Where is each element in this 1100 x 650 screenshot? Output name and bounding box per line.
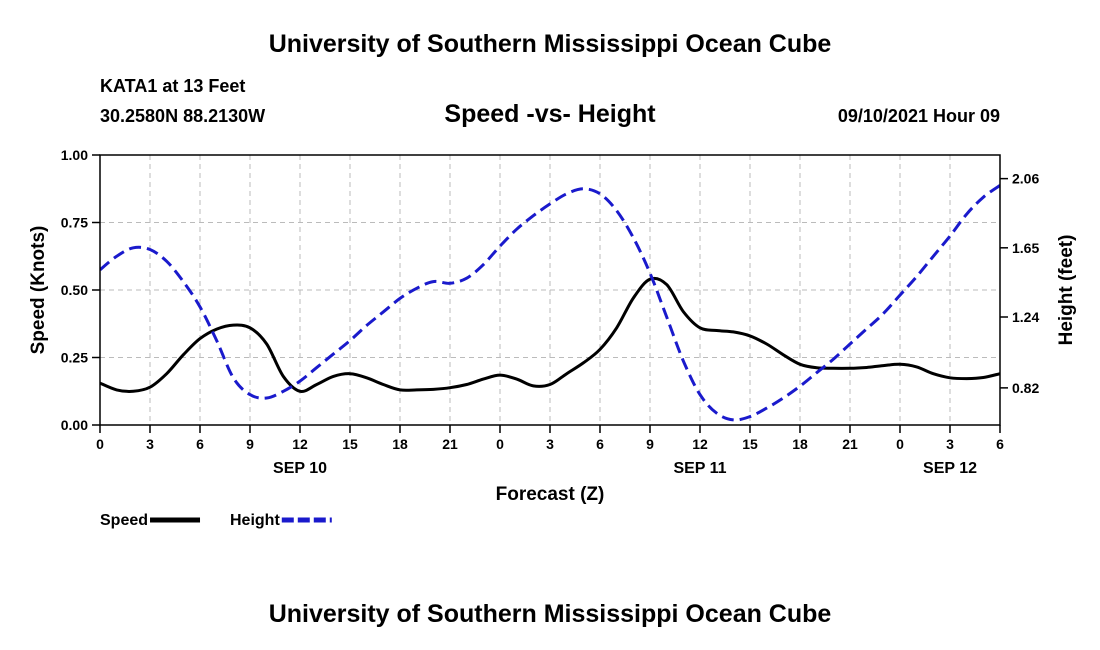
x-day-label: SEP 12 — [923, 460, 977, 477]
page-title: University of Southern Mississippi Ocean… — [268, 30, 832, 58]
x-tick-label: 9 — [246, 436, 254, 452]
x-tick-label: 21 — [442, 436, 458, 452]
y-tick-label: 0.25 — [61, 350, 88, 366]
x-tick-label: 15 — [742, 436, 758, 452]
x-tick-label: 0 — [96, 436, 104, 452]
station-label: KATA1 at 13 Feet — [100, 76, 246, 96]
chart-series — [100, 184, 1000, 422]
station-coordinates: 30.2580N 88.2130W — [100, 106, 266, 126]
x-tick-label: 12 — [692, 436, 708, 452]
x-tick-label: 9 — [646, 436, 654, 452]
y2-tick-label: 1.24 — [1012, 309, 1039, 325]
y-tick-label: 0.50 — [61, 282, 88, 298]
x-tick-label: 21 — [842, 436, 858, 452]
x-day-label: SEP 10 — [273, 460, 327, 477]
x-tick-label: 0 — [496, 436, 504, 452]
chart-legend: Speed Height — [100, 512, 332, 529]
x-tick-label: 18 — [792, 436, 808, 452]
chart-grid — [100, 155, 1000, 425]
series-line-height — [100, 184, 1000, 422]
x-tick-label: 18 — [392, 436, 408, 452]
x-tick-label: 6 — [196, 436, 204, 452]
x-day-label: SEP 11 — [673, 460, 726, 477]
x-tick-label: 12 — [292, 436, 308, 452]
x-axis-label: Forecast (Z) — [496, 484, 605, 505]
x-tick-label: 6 — [996, 436, 1004, 452]
legend-label-height: Height — [230, 512, 280, 529]
series-line-speed — [100, 276, 1000, 393]
x-tick-label: 15 — [342, 436, 358, 452]
footer-title: University of Southern Mississippi Ocean… — [268, 600, 832, 628]
chart-title: Speed -vs- Height — [444, 100, 656, 128]
x-tick-label: 0 — [896, 436, 904, 452]
y-tick-label: 0.75 — [61, 215, 88, 231]
y2-tick-label: 0.82 — [1012, 380, 1039, 396]
forecast-datetime: 09/10/2021 Hour 09 — [837, 106, 1000, 126]
y2-tick-label: 1.65 — [1012, 240, 1039, 256]
x-tick-label: 3 — [146, 436, 154, 452]
y-axis-label: Speed (Knots) — [28, 226, 49, 355]
chart-axes: 0 3 6 9 12 15 18 21 0 3 6 9 12 15 18 21 0 3 6 0.00 0.25 0.50 0… — [61, 147, 1040, 477]
y2-axis-label: Height (feet) — [1056, 235, 1077, 346]
y-tick-label: 1.00 — [61, 147, 88, 163]
x-tick-label: 3 — [946, 436, 954, 452]
x-tick-label: 3 — [546, 436, 554, 452]
x-tick-label: 6 — [596, 436, 604, 452]
legend-label-speed: Speed — [100, 512, 148, 529]
y2-tick-label: 2.06 — [1012, 171, 1039, 187]
y-tick-label: 0.00 — [61, 417, 88, 433]
